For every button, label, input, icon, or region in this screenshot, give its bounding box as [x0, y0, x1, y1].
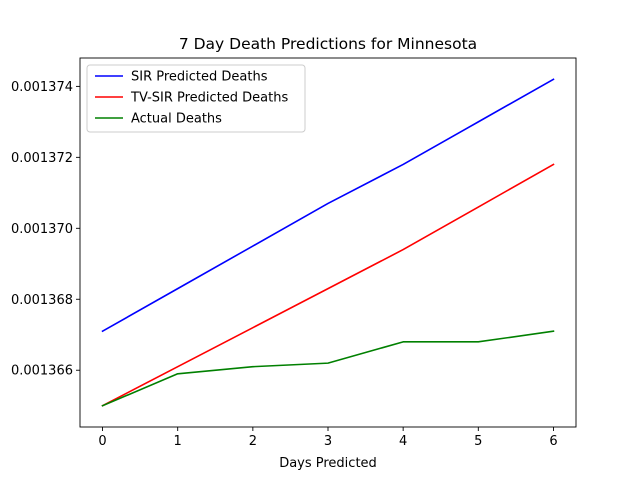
y-tick-label: 0.001368: [11, 293, 73, 308]
y-tick-label: 0.001370: [11, 222, 73, 237]
legend-box: [86, 64, 306, 133]
legend-label-1: TV-SIR Predicted Deaths: [130, 91, 288, 106]
legend-label-0: SIR Predicted Deaths: [131, 70, 268, 85]
y-tick-label: 0.001366: [11, 364, 73, 379]
x-axis-label: Days Predicted: [279, 456, 377, 471]
x-tick-label: 1: [174, 434, 182, 449]
series-line-0: [101, 78, 555, 333]
plot-area: [101, 78, 555, 407]
series-line-2: [101, 330, 555, 407]
series-line-1: [101, 163, 555, 407]
x-tick-label: 5: [474, 434, 482, 449]
x-tick-label: 2: [249, 434, 257, 449]
axes: 0 1 2 3 4 5 6 0.001366 0.001368 0.001370 0.001372 0…: [11, 57, 577, 449]
y-tick-label: 0.001374: [11, 80, 73, 95]
y-tick-label: 0.001372: [11, 151, 73, 166]
x-tick-label: 6: [549, 434, 557, 449]
legend: SIR Predicted Deaths TV-SIR Predicted Dea…: [86, 64, 306, 133]
chart-title: 7 Day Death Predictions for Minnesota: [179, 35, 477, 53]
x-tick-label: 0: [98, 434, 106, 449]
x-tick-label: 4: [399, 434, 407, 449]
x-tick-label: 3: [324, 434, 332, 449]
legend-label-2: Actual Deaths: [131, 112, 222, 127]
